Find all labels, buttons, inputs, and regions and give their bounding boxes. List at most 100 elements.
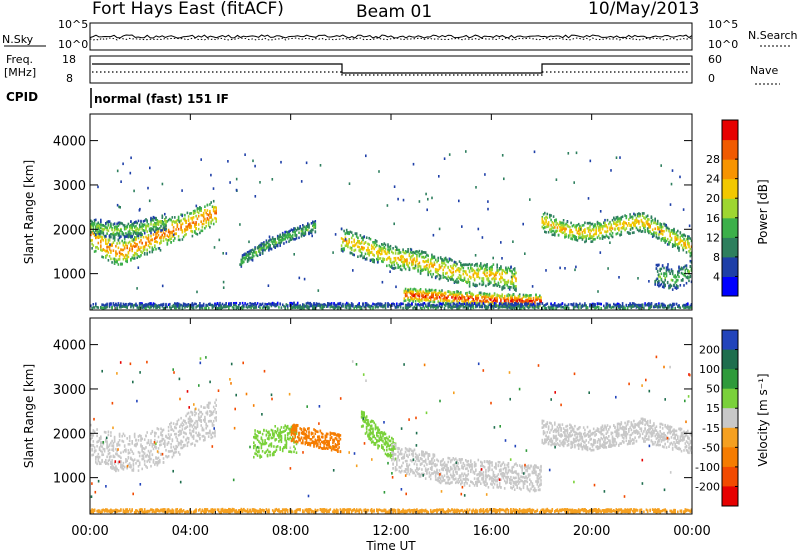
power-cell [470,264,472,267]
power-cell [268,242,270,246]
power-cell [522,300,525,303]
power-cell [510,303,512,306]
power-cell [439,291,442,294]
power-cell [551,233,554,237]
velocity-cell [131,442,133,445]
power-cell [589,228,591,232]
power-cell [419,252,422,256]
power-cell [225,252,228,255]
power-cell [157,221,160,225]
power-cell [606,306,609,309]
velocity-cell [113,462,116,465]
power-cell [591,237,594,240]
power-cell [626,306,629,310]
power-cell [96,232,98,235]
power-cell [409,290,412,293]
power-cell [116,169,119,173]
power-cell [480,305,482,308]
power-cell [517,298,520,301]
power-cell [582,304,585,308]
power-cell [408,299,411,303]
power-cell [421,294,423,297]
power-cell [281,233,284,237]
power-cell [289,233,291,237]
power-colorbar-label: Power [dB] [756,179,770,244]
power-cell [675,283,678,287]
power-cell [460,276,462,280]
power-cell [680,239,683,243]
power-cell [314,225,317,228]
power-cell [285,303,288,306]
power-cell [590,222,592,226]
power-cell [674,281,676,284]
power-cell [492,299,495,303]
power-cell [195,227,197,230]
power-cell [148,228,151,232]
power-cell [429,304,432,307]
power-cell [389,258,392,261]
power-cell [419,272,422,275]
velocity-cell [107,452,110,456]
power-cell [496,293,498,297]
power-cell [180,219,182,222]
power-cell [422,255,424,259]
power-cell [106,228,108,232]
power-cell [666,304,669,308]
power-cell [447,275,449,279]
power-cell [646,220,649,224]
power-cell [434,270,437,274]
power-cell [453,302,456,306]
power-cell [678,246,680,250]
power-cell [360,251,363,255]
power-cell [621,215,624,218]
power-cell [268,235,271,239]
power-cell [465,300,467,304]
power-cell [644,302,646,305]
power-cell [388,251,391,255]
power-cell [145,228,147,231]
power-cell [368,305,370,309]
velocity-cell [111,439,113,443]
velocity-heatmap-cells [90,355,693,514]
power-cell [251,259,254,262]
power-cell [437,272,439,276]
power-cell [651,219,654,222]
power-cell [638,222,640,225]
power-cell [536,305,539,309]
power-cell [125,305,127,309]
power-cell [132,239,135,243]
power-cell [527,294,530,298]
power-cell [608,304,610,307]
power-cell [409,298,412,302]
power-cell [424,295,427,298]
power-cell [485,305,487,309]
power-cell [284,237,286,240]
power-cell [192,303,195,307]
power-cell [373,247,375,251]
power-cell [525,304,527,307]
power-cell [128,302,131,306]
power-cell [262,249,264,252]
power-cell [123,226,126,229]
power-cell [429,289,432,292]
power-cell [140,303,142,306]
power-cell [407,296,409,300]
power-cell [436,275,438,278]
power-cell [491,265,493,268]
power-cell [175,304,177,308]
power-cell [393,222,395,226]
power-cell [421,303,423,306]
power-cell [95,233,97,237]
power-heatmap-cells [90,150,693,310]
power-cell [687,236,689,240]
power-cell [623,220,625,224]
colorbar-tick-label: 12 [706,231,720,244]
velocity-cell [112,442,115,445]
power-cell [199,207,201,211]
power-cell [666,265,669,269]
power-cell [461,264,463,267]
power-cell [687,243,689,246]
power-cell [412,288,414,291]
power-cell [506,297,508,301]
nave-tick-60: 60 [708,53,722,66]
